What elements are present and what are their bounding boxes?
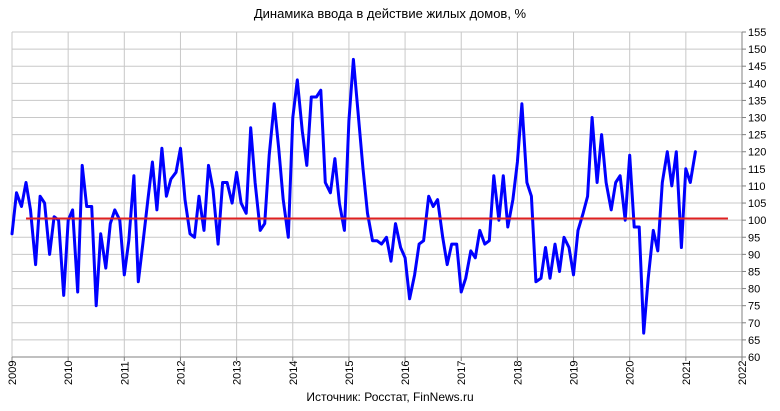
x-tick-label: 2021 — [681, 361, 693, 385]
chart-title: Динамика ввода в действие жилых домов, % — [253, 6, 527, 21]
x-tick-label: 2020 — [625, 361, 637, 385]
y-tick-label: 90 — [748, 249, 760, 261]
y-tick-label: 120 — [748, 147, 766, 159]
y-tick-label: 85 — [748, 266, 760, 278]
y-tick-label: 70 — [748, 318, 760, 330]
x-tick-label: 2022 — [737, 361, 749, 385]
y-tick-label: 155 — [748, 27, 766, 39]
y-tick-label: 145 — [748, 61, 766, 73]
x-tick-label: 2018 — [512, 361, 524, 385]
y-tick-label: 105 — [748, 198, 766, 210]
x-tick-label: 2019 — [569, 361, 581, 385]
y-tick-label: 135 — [748, 95, 766, 107]
y-tick-label: 150 — [748, 44, 766, 56]
y-tick-label: 100 — [748, 215, 766, 227]
x-tick-label: 2016 — [400, 361, 412, 385]
x-tick-label: 2014 — [288, 361, 300, 385]
y-tick-label: 125 — [748, 130, 766, 142]
x-tick-label: 2010 — [63, 361, 75, 385]
x-tick-label: 2017 — [456, 361, 468, 385]
y-tick-label: 115 — [748, 164, 766, 176]
x-tick-label: 2011 — [119, 361, 131, 385]
chart-source: Источник: Росстат, FinNews.ru — [306, 390, 474, 404]
y-tick-label: 80 — [748, 284, 760, 296]
y-tick-label: 110 — [748, 181, 766, 193]
y-tick-label: 65 — [748, 335, 760, 347]
x-tick-label: 2013 — [232, 361, 244, 385]
y-tick-label: 75 — [748, 301, 760, 313]
y-tick-label: 60 — [748, 352, 760, 364]
y-tick-label: 140 — [748, 78, 766, 90]
x-tick-label: 2012 — [175, 361, 187, 385]
y-tick-label: 130 — [748, 113, 766, 125]
x-tick-label: 2015 — [344, 361, 356, 385]
x-tick-label: 2009 — [7, 361, 19, 385]
y-tick-label: 95 — [748, 232, 760, 244]
